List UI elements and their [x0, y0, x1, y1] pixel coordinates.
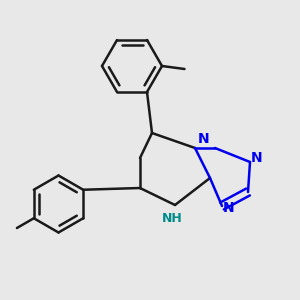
Text: NH: NH	[162, 212, 182, 225]
Text: N: N	[198, 132, 209, 146]
Text: N: N	[251, 152, 262, 165]
Text: N: N	[223, 200, 234, 214]
